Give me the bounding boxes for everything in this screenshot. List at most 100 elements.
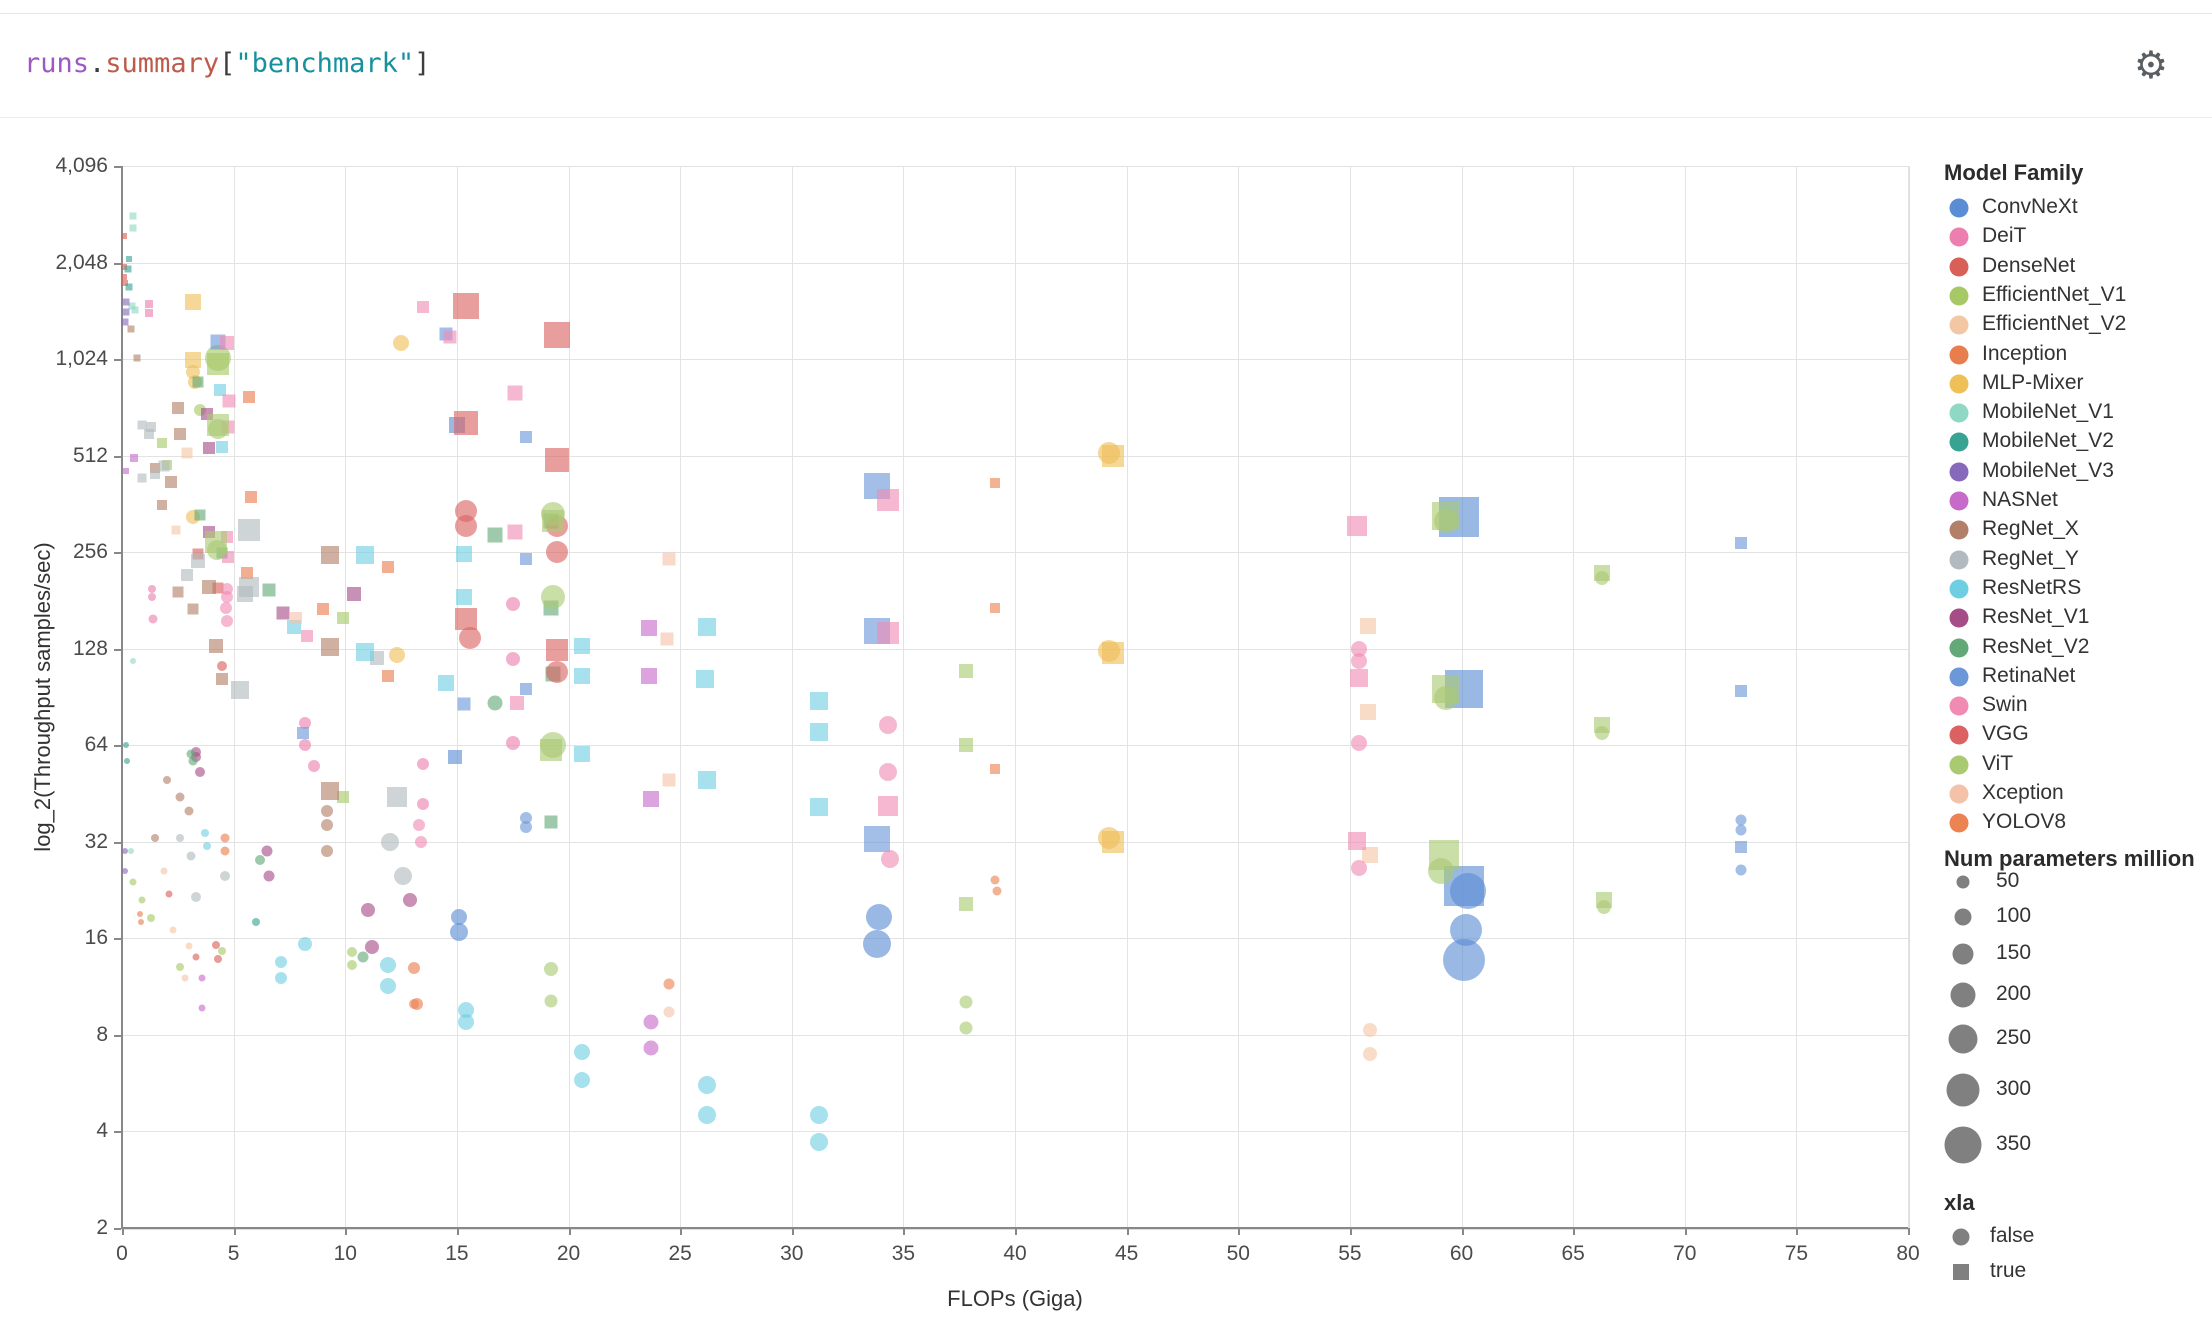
data-point-ResNet_V1[interactable] (347, 586, 362, 601)
data-point-ConvNeXt[interactable] (862, 929, 891, 958)
legend-item-VGG[interactable]: VGG (1982, 722, 2029, 746)
data-point-MLP-Mixer[interactable] (393, 334, 410, 351)
data-point-VGG[interactable] (546, 661, 569, 684)
data-point-ViT[interactable] (958, 664, 973, 679)
data-point-Inception[interactable] (408, 962, 421, 975)
data-point-Inception[interactable] (243, 391, 256, 403)
data-point-RetinaNet[interactable] (863, 825, 890, 852)
data-point-ResNetRS[interactable] (356, 643, 375, 662)
data-point-DeiT[interactable] (144, 308, 153, 317)
data-point-RegNet_X[interactable] (320, 782, 339, 801)
data-point-ResNet_V1[interactable] (402, 893, 417, 908)
data-point-MobileNet_V1[interactable] (128, 302, 136, 310)
data-point-DeiT[interactable] (148, 614, 158, 624)
legend-item-RegNet_X[interactable]: RegNet_X (1982, 517, 2079, 541)
data-point-RetinaNet[interactable] (520, 811, 533, 824)
data-point-DenseNet[interactable] (212, 582, 224, 594)
data-point-Xception[interactable] (181, 974, 188, 982)
data-point-ConvNeXt[interactable] (450, 922, 469, 941)
data-point-ResNetRS[interactable] (697, 617, 716, 636)
data-point-YOLOV8[interactable] (989, 478, 1000, 489)
data-point-RegNet_Y[interactable] (219, 871, 230, 882)
data-point-MLP-Mixer[interactable] (1097, 826, 1120, 849)
data-point-RetinaNet[interactable] (520, 552, 533, 565)
data-point-RegNet_X[interactable] (202, 579, 217, 594)
data-point-ResNetRS[interactable] (216, 440, 229, 453)
data-point-ResNetRS[interactable] (202, 842, 211, 851)
data-point-RegNet_X[interactable] (127, 325, 135, 333)
data-point-NASNet[interactable] (643, 1014, 659, 1030)
data-point-EfficientNet_V1[interactable] (337, 791, 350, 804)
data-point-Swin[interactable] (507, 524, 523, 540)
data-point-DenseNet[interactable] (122, 279, 129, 286)
data-point-Swin[interactable] (417, 300, 430, 313)
data-point-Swin[interactable] (412, 819, 425, 832)
data-point-DeiT[interactable] (144, 300, 153, 309)
data-point-RegNet_X[interactable] (151, 833, 160, 842)
data-point-ResNetRS[interactable] (274, 972, 287, 985)
data-point-RegNet_X[interactable] (321, 804, 334, 817)
data-point-ResNet_V2[interactable] (544, 815, 558, 829)
data-point-ResNetRS[interactable] (298, 936, 313, 951)
data-point-NASNet[interactable] (643, 1040, 659, 1056)
data-point-DenseNet[interactable] (192, 953, 200, 961)
legend-item-MLP-Mixer[interactable]: MLP-Mixer (1982, 370, 2084, 394)
data-point-RegNet_X[interactable] (172, 586, 184, 598)
data-point-Swin[interactable] (877, 795, 898, 816)
data-point-ResNet_V1[interactable] (261, 845, 273, 857)
data-point-MobileNet_V2[interactable] (125, 283, 133, 291)
data-point-MobileNet_V3[interactable] (122, 308, 130, 316)
data-point-RegNet_X[interactable] (175, 792, 185, 802)
legend-item-Xception[interactable]: Xception (1982, 781, 2064, 804)
data-point-Inception[interactable] (137, 918, 144, 925)
data-point-Xception[interactable] (290, 611, 303, 624)
data-point-RegNet_X[interactable] (133, 354, 140, 362)
data-point-MLP-Mixer[interactable] (185, 351, 202, 368)
data-point-RetinaNet[interactable] (1734, 537, 1747, 550)
data-point-DeiT[interactable] (307, 760, 320, 773)
data-point-ResNetRS[interactable] (573, 1071, 590, 1088)
data-point-RegNet_X[interactable] (157, 499, 168, 510)
data-point-MobileNet_V2[interactable] (123, 758, 130, 765)
data-point-EfficientNet_V1[interactable] (218, 947, 227, 956)
data-point-RetinaNet[interactable] (1735, 814, 1747, 826)
data-point-Swin[interactable] (1350, 653, 1367, 670)
data-point-MobileNet_V1[interactable] (127, 847, 134, 854)
legend-item-Inception[interactable]: Inception (1982, 341, 2068, 365)
legend-item-ResNetRS[interactable]: ResNetRS (1982, 575, 2082, 599)
data-point-Inception[interactable] (245, 491, 258, 504)
legend-item-ResNet_V2[interactable]: ResNet_V2 (1982, 634, 2090, 658)
data-point-VGG[interactable] (546, 540, 569, 563)
data-point-DeiT[interactable] (417, 757, 430, 770)
data-point-RegNet_Y[interactable] (394, 867, 413, 886)
data-point-RegNet_X[interactable] (174, 427, 187, 440)
data-point-EfficientNet_V1[interactable] (176, 963, 185, 972)
data-point-YOLOV8[interactable] (992, 886, 1002, 896)
data-point-ResNetRS[interactable] (455, 589, 472, 606)
data-point-Swin[interactable] (1350, 640, 1367, 657)
legend-item-NASNet[interactable]: NASNet (1982, 488, 2058, 511)
data-point-RegNet_Y[interactable] (146, 421, 157, 432)
data-point-NASNet[interactable] (640, 619, 657, 636)
data-point-DeiT[interactable] (417, 797, 430, 810)
data-point-ResNetRS[interactable] (573, 746, 590, 763)
data-point-RetinaNet[interactable] (1735, 864, 1747, 876)
data-point-ResNet_V2[interactable] (357, 951, 369, 963)
data-point-Inception[interactable] (316, 603, 329, 616)
data-point-Xception[interactable] (663, 1006, 675, 1018)
data-point-ResNetRS[interactable] (573, 668, 590, 685)
data-point-RetinaNet[interactable] (520, 431, 533, 444)
data-point-ViT[interactable] (959, 995, 973, 1009)
data-point-ResNet_V2[interactable] (188, 756, 198, 766)
data-point-Inception[interactable] (241, 567, 254, 580)
data-point-RegNet_X[interactable] (162, 775, 171, 784)
data-point-Swin[interactable] (1350, 859, 1367, 876)
data-point-Xception[interactable] (660, 632, 674, 646)
data-point-RetinaNet[interactable] (520, 821, 533, 834)
data-point-Swin[interactable] (219, 601, 232, 614)
data-point-Swin[interactable] (1350, 735, 1367, 752)
data-point-ResNet_V1[interactable] (195, 766, 206, 777)
data-point-RegNet_Y[interactable] (186, 851, 196, 861)
data-point-ResNetRS[interactable] (695, 669, 714, 688)
data-point-VGG[interactable] (459, 627, 482, 650)
